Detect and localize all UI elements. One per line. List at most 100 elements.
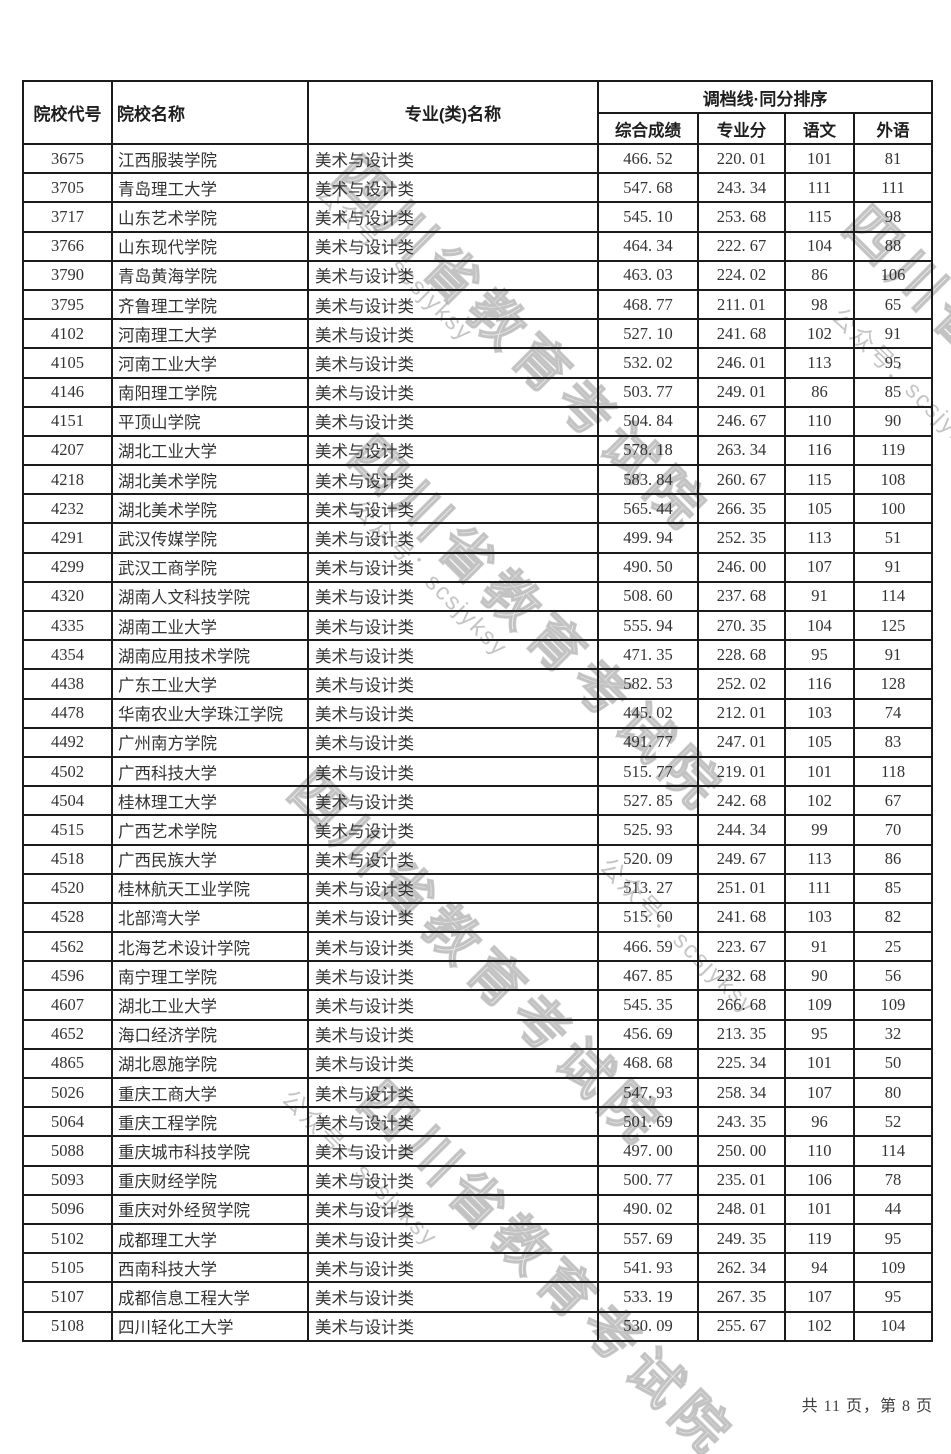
cell-composite-score: 466. 52 [597, 142, 699, 175]
cell-college-code: 4102 [22, 318, 113, 350]
cell-college-name: 成都信息工程大学 [111, 1281, 309, 1313]
cell-chinese-score: 102 [784, 785, 855, 817]
table-row: 3705 青岛理工大学 美术与设计类 547. 68 243. 34 111 1… [22, 172, 934, 204]
cell-composite-score: 582. 53 [597, 668, 699, 700]
cell-composite-score: 468. 77 [597, 288, 699, 321]
cell-college-name: 西南科技大学 [111, 1252, 309, 1284]
cell-foreign-score: 86 [852, 843, 934, 875]
cell-chinese-score: 95 [784, 639, 855, 671]
cell-foreign-score: 32 [852, 1018, 934, 1050]
cell-chinese-score: 105 [784, 726, 855, 758]
cell-major-score: 246. 67 [697, 405, 786, 437]
cell-foreign-score: 52 [852, 1106, 934, 1138]
cell-college-code: 3766 [22, 230, 113, 262]
cell-foreign-score: 65 [852, 288, 934, 321]
cell-major-score: 241. 68 [697, 901, 786, 934]
cell-college-code: 4207 [22, 434, 113, 467]
cell-college-name: 桂林理工大学 [111, 785, 309, 817]
cell-foreign-score: 95 [852, 1281, 934, 1313]
table-row: 4207 湖北工业大学 美术与设计类 578. 18 263. 34 116 1… [22, 434, 934, 467]
cell-composite-score: 490. 50 [597, 551, 699, 583]
table-row: 3766 山东现代学院 美术与设计类 464. 34 222. 67 104 8… [22, 230, 934, 262]
cell-college-name: 青岛黄海学院 [111, 259, 309, 291]
table-body: 3675 江西服装学院 美术与设计类 466. 52 220. 01 101 8… [22, 142, 934, 1342]
cell-major-score: 225. 34 [697, 1047, 786, 1080]
cell-college-name: 湖南应用技术学院 [111, 639, 309, 671]
cell-major-score: 219. 01 [697, 755, 786, 788]
cell-college-name: 湖北工业大学 [111, 989, 309, 1021]
table-row: 4502 广西科技大学 美术与设计类 515. 77 219. 01 101 1… [22, 755, 934, 788]
cell-foreign-score: 125 [852, 609, 934, 642]
cell-foreign-score: 85 [852, 376, 934, 408]
cell-major-score: 262. 34 [697, 1252, 786, 1284]
cell-college-code: 4438 [22, 668, 113, 700]
table-row: 4102 河南理工大学 美术与设计类 527. 10 241. 68 102 9… [22, 318, 934, 350]
cell-major-name: 美术与设计类 [307, 1018, 599, 1050]
table-row: 4478 华南农业大学珠江学院 美术与设计类 445. 02 212. 01 1… [22, 697, 934, 729]
header-college-name: 院校名称 [111, 80, 309, 145]
cell-foreign-score: 82 [852, 901, 934, 934]
header-foreign-score: 外语 [852, 112, 934, 145]
cell-foreign-score: 80 [852, 1076, 934, 1109]
cell-college-code: 5088 [22, 1135, 113, 1167]
cell-major-score: 270. 35 [697, 609, 786, 642]
cell-college-code: 4528 [22, 901, 113, 934]
cell-major-name: 美术与设计类 [307, 931, 599, 963]
cell-chinese-score: 109 [784, 989, 855, 1021]
cell-college-name: 重庆对外经贸学院 [111, 1193, 309, 1225]
cell-college-code: 4865 [22, 1047, 113, 1080]
cell-college-code: 4146 [22, 376, 113, 408]
cell-composite-score: 545. 10 [597, 201, 699, 233]
cell-college-name: 广东工业大学 [111, 668, 309, 700]
cell-composite-score: 541. 93 [597, 1252, 699, 1284]
cell-major-name: 美术与设计类 [307, 464, 599, 496]
cell-college-name: 平顶山学院 [111, 405, 309, 437]
cell-major-name: 美术与设计类 [307, 142, 599, 175]
cell-composite-score: 503. 77 [597, 376, 699, 408]
cell-college-name: 江西服装学院 [111, 142, 309, 175]
cell-major-score: 255. 67 [697, 1310, 786, 1342]
cell-college-name: 齐鲁理工学院 [111, 288, 309, 321]
cell-college-code: 5108 [22, 1310, 113, 1342]
cell-college-code: 5096 [22, 1193, 113, 1225]
cell-major-name: 美术与设计类 [307, 172, 599, 204]
table-row: 5105 西南科技大学 美术与设计类 541. 93 262. 34 94 10… [22, 1252, 934, 1284]
table-row: 4320 湖南人文科技学院 美术与设计类 508. 60 237. 68 91 … [22, 580, 934, 613]
cell-college-code: 4151 [22, 405, 113, 437]
table-row: 3790 青岛黄海学院 美术与设计类 463. 03 224. 02 86 10… [22, 259, 934, 291]
cell-foreign-score: 50 [852, 1047, 934, 1080]
cell-foreign-score: 95 [852, 1222, 934, 1255]
table-row: 5026 重庆工商大学 美术与设计类 547. 93 258. 34 107 8… [22, 1076, 934, 1109]
table-row: 4218 湖北美术学院 美术与设计类 583. 84 260. 67 115 1… [22, 464, 934, 496]
cell-composite-score: 499. 94 [597, 522, 699, 554]
cell-composite-score: 471. 35 [597, 639, 699, 671]
table-row: 5064 重庆工程学院 美术与设计类 501. 69 243. 35 96 52 [22, 1106, 934, 1138]
table-row: 4596 南宁理工学院 美术与设计类 467. 85 232. 68 90 56 [22, 960, 934, 992]
cell-major-name: 美术与设计类 [307, 1164, 599, 1196]
cell-foreign-score: 104 [852, 1310, 934, 1342]
cell-major-score: 267. 35 [697, 1281, 786, 1313]
cell-college-code: 5026 [22, 1076, 113, 1109]
cell-foreign-score: 95 [852, 347, 934, 379]
cell-major-score: 237. 68 [697, 580, 786, 613]
cell-chinese-score: 105 [784, 493, 855, 525]
cell-composite-score: 501. 69 [597, 1106, 699, 1138]
cell-college-name: 北部湾大学 [111, 901, 309, 934]
cell-major-score: 242. 68 [697, 785, 786, 817]
cell-major-name: 美术与设计类 [307, 1252, 599, 1284]
cell-college-code: 4320 [22, 580, 113, 613]
table-row: 4492 广州南方学院 美术与设计类 491. 77 247. 01 105 8… [22, 726, 934, 758]
cell-foreign-score: 109 [852, 1252, 934, 1284]
cell-major-name: 美术与设计类 [307, 376, 599, 408]
cell-major-name: 美术与设计类 [307, 230, 599, 262]
cell-foreign-score: 119 [852, 434, 934, 467]
cell-college-name: 河南工业大学 [111, 347, 309, 379]
table-row: 4865 湖北恩施学院 美术与设计类 468. 68 225. 34 101 5… [22, 1047, 934, 1080]
cell-composite-score: 508. 60 [597, 580, 699, 613]
cell-college-code: 5064 [22, 1106, 113, 1138]
cell-major-name: 美术与设计类 [307, 493, 599, 525]
cell-foreign-score: 109 [852, 989, 934, 1021]
cell-college-code: 4218 [22, 464, 113, 496]
cell-college-name: 南宁理工学院 [111, 960, 309, 992]
